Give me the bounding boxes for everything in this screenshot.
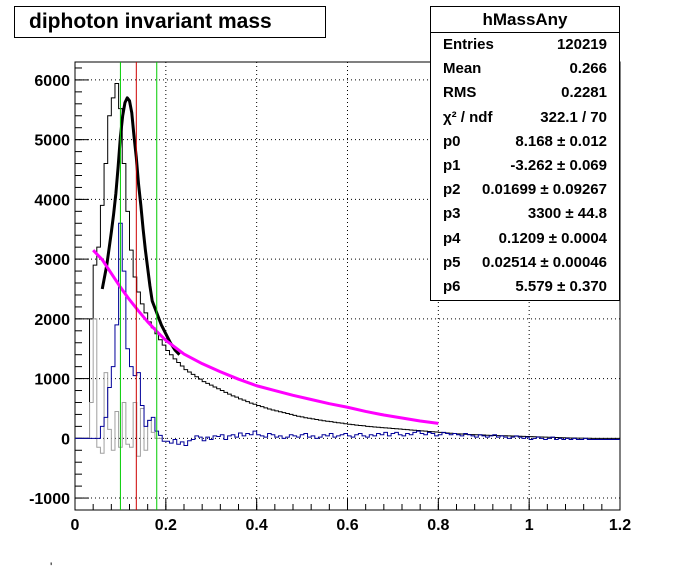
y-tick-label: 6000 xyxy=(34,73,70,90)
stats-value: -3.262 ± 0.069 xyxy=(510,156,607,174)
y-tick-label: -1000 xyxy=(29,491,70,508)
stats-row: χ² / ndf 322.1 / 70 xyxy=(431,106,619,130)
x-tick-label: 1 xyxy=(525,517,534,534)
stats-row: p3 3300 ± 44.8 xyxy=(431,202,619,226)
stats-value: 0.2281 xyxy=(561,84,607,102)
stats-label: RMS xyxy=(443,84,477,102)
stats-label: p3 xyxy=(443,205,461,223)
fit-curve xyxy=(92,249,439,425)
stats-value: 5.579 ± 0.370 xyxy=(515,277,607,295)
fit-curve xyxy=(100,96,181,356)
stats-label: Mean xyxy=(443,60,482,78)
histogram-series xyxy=(75,318,163,457)
chart-title: diphoton invariant mass xyxy=(14,6,326,38)
y-tick-label: 3000 xyxy=(34,252,70,269)
stats-value: 0.02514 ± 0.00046 xyxy=(481,253,607,271)
stats-row: p0 8.168 ± 0.012 xyxy=(431,130,619,154)
stats-label: p2 xyxy=(443,181,461,199)
stats-row: Entries 120219 xyxy=(431,33,619,57)
stats-value: 0.1209 ± 0.0004 xyxy=(498,229,607,247)
x-tick-label: 0.2 xyxy=(155,517,177,534)
stats-label: p4 xyxy=(443,229,461,247)
stats-row: Mean 0.266 xyxy=(431,57,619,81)
y-tick-label: 5000 xyxy=(34,133,70,150)
stats-title: hMassAny xyxy=(431,7,619,33)
stats-label: p0 xyxy=(443,132,461,150)
stats-value: 120219 xyxy=(556,36,607,53)
y-tick-label: 1000 xyxy=(34,372,70,389)
stats-value: 0.266 xyxy=(569,60,607,78)
histogram-series xyxy=(75,222,620,446)
x-tick-label: 0.6 xyxy=(336,517,358,534)
x-tick-label: 0.8 xyxy=(427,517,449,534)
stats-value: 0.01699 ± 0.09267 xyxy=(481,181,607,199)
stats-label: p6 xyxy=(443,277,461,295)
x-tick-label: 0.4 xyxy=(246,517,268,534)
stats-row: p6 5.579 ± 0.370 xyxy=(431,275,619,299)
x-tick-label: 0 xyxy=(71,517,80,534)
stats-value: 3300 ± 44.8 xyxy=(527,205,607,223)
stats-label: p1 xyxy=(443,156,461,174)
y-tick-label: 0 xyxy=(61,431,70,448)
footer-mark: ' xyxy=(50,560,53,574)
stats-row: RMS 0.2281 xyxy=(431,81,619,105)
y-tick-label: 2000 xyxy=(34,312,70,329)
y-tick-label: 4000 xyxy=(34,192,70,209)
stats-row: p4 0.1209 ± 0.0004 xyxy=(431,227,619,251)
stats-label: Entries xyxy=(443,36,494,53)
stats-label: p5 xyxy=(443,253,461,271)
stats-value: 8.168 ± 0.012 xyxy=(515,132,607,150)
stats-row: p1 -3.262 ± 0.069 xyxy=(431,154,619,178)
stats-box: hMassAny Entries 120219 Mean 0.266 RMS 0.2281… xyxy=(430,6,620,301)
x-tick-label: 1.2 xyxy=(609,517,631,534)
stats-label: χ² / ndf xyxy=(443,108,493,126)
stats-value: 322.1 / 70 xyxy=(540,108,607,126)
stats-row: p5 0.02514 ± 0.00046 xyxy=(431,251,619,275)
stats-row: p2 0.01699 ± 0.09267 xyxy=(431,178,619,202)
stats-rows: Entries 120219 Mean 0.266 RMS 0.2281 χ² / ndf 3… xyxy=(431,33,619,299)
